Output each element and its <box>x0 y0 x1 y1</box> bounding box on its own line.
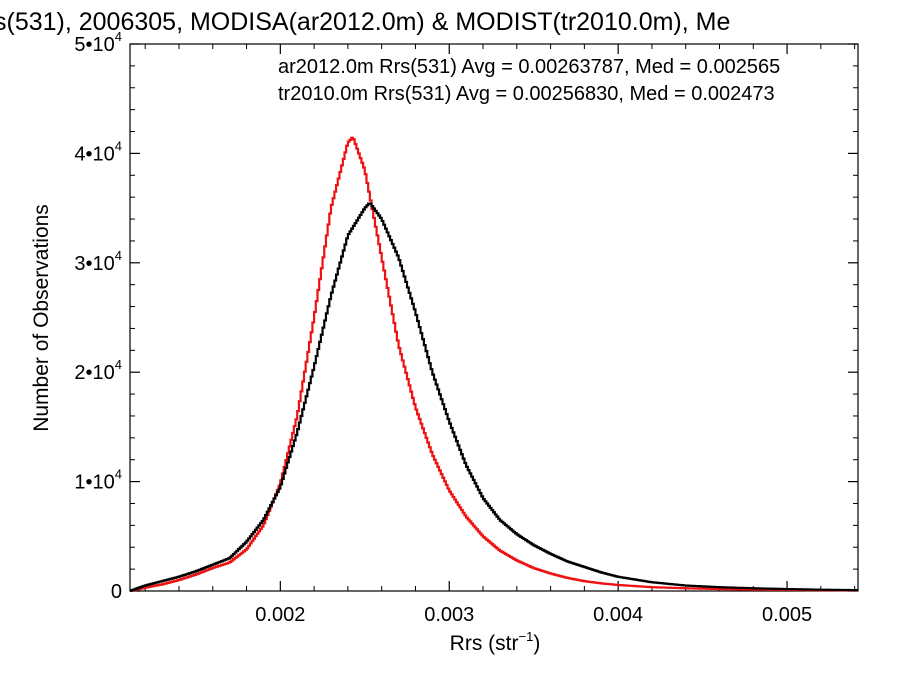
x-axis-label-main: Rrs (str <box>450 632 519 655</box>
x-tick-label: 0.002 <box>255 604 305 626</box>
y-axis: 0 1•104 2•104 3•104 4•104 5•104 <box>74 29 858 603</box>
histogram-line-red <box>130 136 858 592</box>
x-axis-label: Rrs (str−1) <box>450 629 541 655</box>
y-tick-label: 1•104 <box>74 467 122 494</box>
legend-annotation-ar2012: ar2012.0m Rrs(531) Avg = 0.00263787, Med… <box>278 56 780 78</box>
plot-frame <box>129 43 859 592</box>
x-tick-label: 0.005 <box>762 604 812 626</box>
chart-title: s(531), 2006305, MODISA(ar2012.0m) & MOD… <box>0 8 730 36</box>
x-axis-label-close: ) <box>533 632 540 655</box>
x-tick-label: 0.003 <box>424 604 474 626</box>
x-tick-label: 0.004 <box>593 604 643 626</box>
y-tick-label: 5•104 <box>74 29 122 56</box>
y-tick-label: 2•104 <box>74 357 122 384</box>
legend-annotation-tr2010: tr2010.0m Rrs(531) Avg = 0.00256830, Med… <box>278 83 775 105</box>
series-layer <box>130 136 858 592</box>
histogram-line-black <box>130 202 858 592</box>
x-axis-label-exponent: −1 <box>519 629 534 644</box>
y-tick-label: 4•104 <box>74 138 122 165</box>
y-tick-label: 3•104 <box>74 248 122 275</box>
y-axis-label: Number of Observations <box>30 204 53 432</box>
y-tick-label: 0 <box>111 581 122 603</box>
